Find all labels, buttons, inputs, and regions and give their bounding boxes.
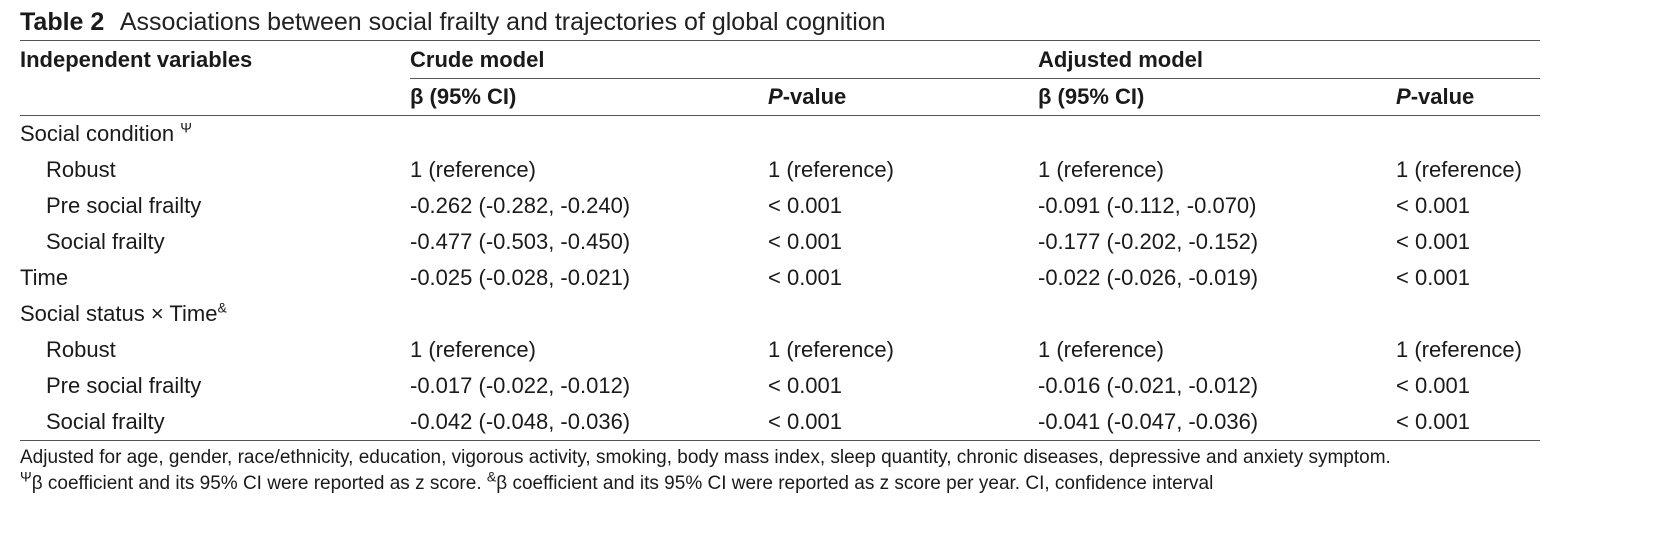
crude-beta-cell: -0.262 (-0.282, -0.240): [410, 193, 631, 218]
header-adjusted-pvalue: P-value: [1396, 78, 1541, 116]
table-row: Time -0.025 (-0.028, -0.021) < 0.001 -0.…: [20, 260, 1540, 296]
footnote-z-scores: Ψβ coefficient and its 95% CI were repor…: [20, 468, 1214, 494]
crude-p-cell: [768, 116, 1038, 153]
crude-beta-cell: -0.017 (-0.022, -0.012): [410, 373, 631, 398]
table-title: Associations between social frailty and …: [119, 8, 886, 36]
p-rest: -value: [782, 84, 847, 109]
crude-p-cell: < 0.001: [768, 229, 843, 254]
crude-beta-cell: 1 (reference): [410, 337, 536, 362]
header-row-columns: β (95% CI) P-value β (95% CI) P-value: [20, 78, 1541, 116]
adjusted-beta-cell: -0.177 (-0.202, -0.152): [1038, 229, 1259, 254]
crude-p-cell: < 0.001: [768, 265, 843, 290]
table-row: Social status × Time&: [20, 296, 1540, 332]
p-italic: P: [768, 84, 783, 109]
header-crude-model: Crude model: [410, 40, 1038, 79]
row-label: Social status × Time&: [20, 299, 227, 326]
table-footnotes: Adjusted for age, gender, race/ethnicity…: [20, 445, 1540, 497]
table-label: Table 2: [20, 8, 105, 36]
adjusted-p-cell: < 0.001: [1396, 229, 1471, 254]
row-label: Pre social frailty: [46, 373, 202, 398]
crude-beta-cell: -0.477 (-0.503, -0.450): [410, 229, 631, 254]
crude-beta-cell: 1 (reference): [410, 157, 536, 182]
p-italic: P: [1396, 84, 1411, 109]
table-row: Robust 1 (reference) 1 (reference) 1 (re…: [20, 152, 1540, 188]
table-row: Social frailty -0.042 (-0.048, -0.036) <…: [20, 404, 1540, 441]
adjusted-beta-cell: -0.041 (-0.047, -0.036): [1038, 409, 1259, 434]
table-row: Pre social frailty -0.262 (-0.282, -0.24…: [20, 188, 1540, 224]
psi-marker: Ψ: [20, 468, 32, 485]
table-row: Social frailty -0.477 (-0.503, -0.450) <…: [20, 224, 1540, 260]
adjusted-p-cell: [1396, 296, 1540, 332]
crude-beta-cell: [410, 296, 768, 332]
row-label: Time: [20, 265, 69, 290]
row-label: Social frailty: [46, 229, 165, 254]
header-independent-variables: Independent variables: [20, 47, 253, 73]
table-row: Social condition Ψ: [20, 116, 1540, 153]
ampersand-marker: &: [217, 299, 227, 316]
row-label: Robust: [46, 157, 116, 182]
adjusted-p-cell: 1 (reference): [1396, 337, 1522, 362]
row-label: Pre social frailty: [46, 193, 202, 218]
header-adjusted-model: Adjusted model: [1038, 40, 1541, 79]
table-row: Robust 1 (reference) 1 (reference) 1 (re…: [20, 332, 1540, 368]
crude-beta-cell: [410, 116, 768, 153]
ampersand-marker: &: [486, 468, 497, 485]
row-label: Social condition Ψ: [20, 119, 192, 146]
p-rest: -value: [1410, 84, 1475, 109]
crude-p-cell: < 0.001: [768, 373, 843, 398]
adjusted-p-cell: 1 (reference): [1396, 157, 1522, 182]
row-label: Robust: [46, 337, 116, 362]
crude-p-cell: < 0.001: [768, 409, 843, 434]
table-caption: Table 2 Associations between social frai…: [20, 6, 1540, 38]
psi-marker: Ψ: [180, 119, 192, 136]
crude-p-cell: 1 (reference): [768, 337, 894, 362]
adjusted-p-cell: < 0.001: [1396, 265, 1471, 290]
adjusted-p-cell: [1396, 116, 1540, 153]
crude-p-cell: 1 (reference): [768, 157, 894, 182]
header-crude-pvalue: P-value: [768, 78, 1038, 116]
row-label: Social frailty: [46, 409, 165, 434]
adjusted-p-cell: < 0.001: [1396, 193, 1471, 218]
adjusted-beta-cell: -0.091 (-0.112, -0.070): [1038, 193, 1257, 218]
adjusted-beta-cell: [1038, 116, 1396, 153]
table-container: Table 2 Associations between social frai…: [20, 6, 1541, 497]
crude-beta-cell: -0.025 (-0.028, -0.021): [410, 265, 631, 290]
header-adjusted-beta: β (95% CI): [1038, 78, 1396, 116]
adjusted-beta-cell: 1 (reference): [1038, 157, 1164, 182]
header-crude-beta: β (95% CI): [410, 78, 768, 116]
adjusted-beta-cell: 1 (reference): [1038, 337, 1164, 362]
adjusted-p-cell: < 0.001: [1396, 409, 1471, 434]
table-row: Pre social frailty -0.017 (-0.022, -0.01…: [20, 368, 1540, 404]
adjusted-p-cell: < 0.001: [1396, 373, 1471, 398]
adjusted-beta-cell: -0.016 (-0.021, -0.012): [1038, 373, 1259, 398]
adjusted-beta-cell: -0.022 (-0.026, -0.019): [1038, 265, 1259, 290]
results-table: Independent variables Crude model Adjust…: [20, 40, 1541, 441]
adjusted-beta-cell: [1038, 296, 1396, 332]
crude-p-cell: [768, 296, 1038, 332]
crude-p-cell: < 0.001: [768, 193, 843, 218]
footnote-adjusted: Adjusted for age, gender, race/ethnicity…: [20, 447, 1391, 468]
header-empty: [20, 78, 410, 116]
crude-beta-cell: -0.042 (-0.048, -0.036): [410, 409, 631, 434]
header-row-groups: Independent variables Crude model Adjust…: [20, 40, 1541, 79]
